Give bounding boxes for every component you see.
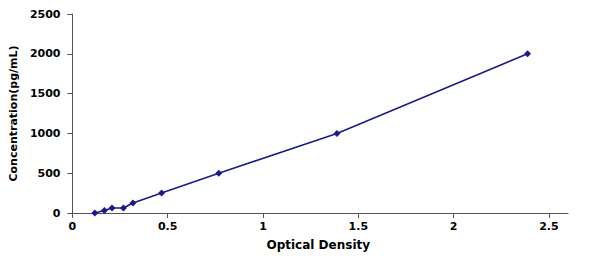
- svg-text:500: 500: [38, 167, 61, 180]
- svg-text:Optical Density: Optical Density: [266, 238, 370, 252]
- svg-text:2: 2: [450, 220, 458, 233]
- svg-text:0: 0: [53, 207, 61, 220]
- svg-text:0.5: 0.5: [158, 220, 178, 233]
- svg-text:1500: 1500: [30, 87, 61, 100]
- svg-text:1.5: 1.5: [349, 220, 369, 233]
- svg-text:0: 0: [68, 220, 76, 233]
- svg-text:2000: 2000: [30, 47, 61, 60]
- svg-text:2.5: 2.5: [539, 220, 559, 233]
- svg-text:1: 1: [259, 220, 267, 233]
- svg-text:1000: 1000: [30, 127, 61, 140]
- svg-text:2500: 2500: [30, 8, 61, 21]
- svg-text:Concentration(pg/mL): Concentration(pg/mL): [7, 45, 20, 181]
